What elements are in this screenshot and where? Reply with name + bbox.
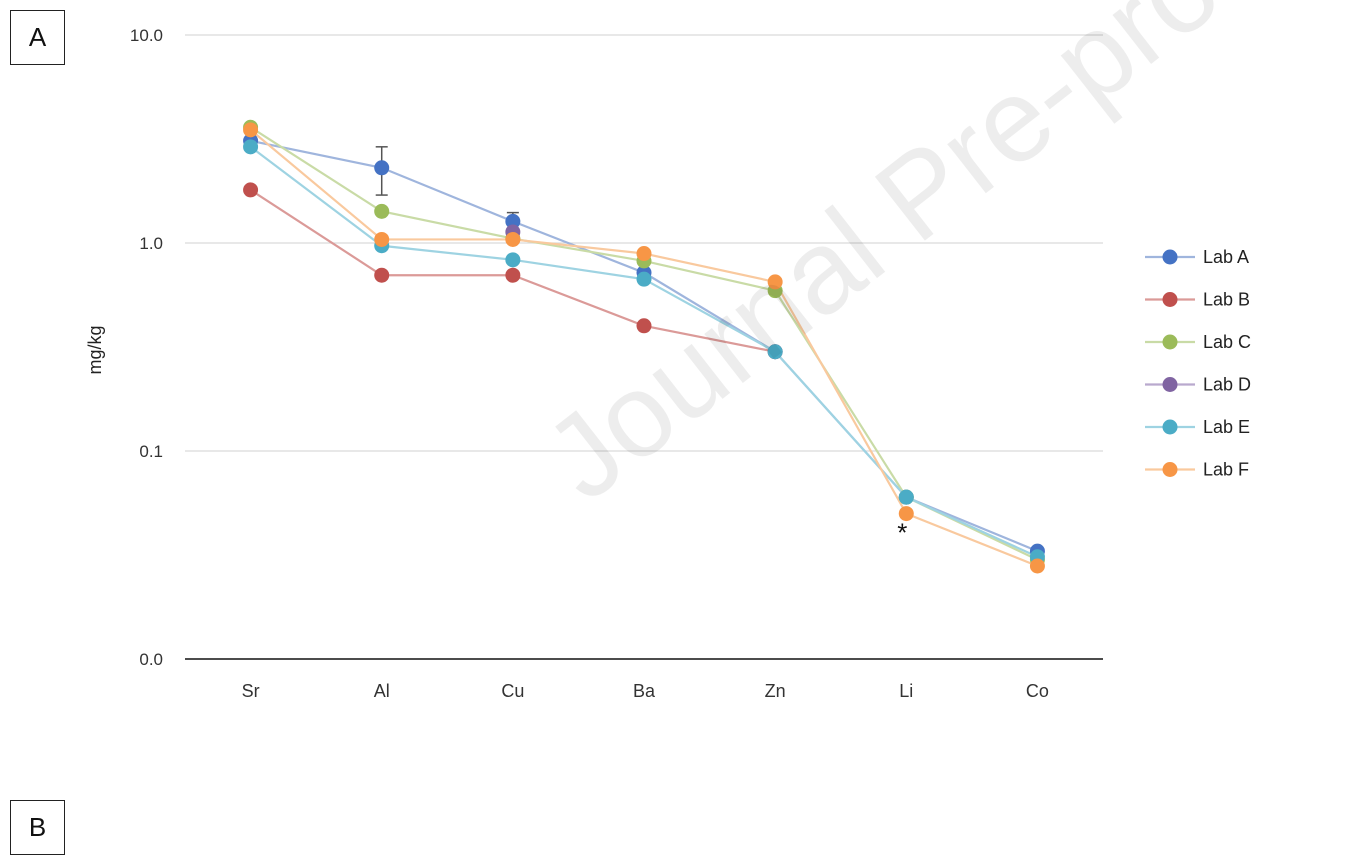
x-tick-label: Ba	[633, 681, 656, 701]
data-point	[505, 267, 521, 283]
data-point	[636, 318, 652, 334]
data-point	[767, 274, 783, 290]
legend-label: Lab D	[1203, 375, 1251, 395]
y-tick-label: 1.0	[139, 234, 163, 253]
x-axis: Sr Al Cu Ba Zn Li Co	[185, 658, 1103, 701]
legend-marker	[1162, 334, 1178, 350]
data-point	[243, 122, 259, 138]
data-point	[505, 213, 521, 229]
legend-marker	[1162, 249, 1178, 265]
legend-marker	[1162, 419, 1178, 435]
x-tick-label: Cu	[501, 681, 524, 701]
data-point	[243, 182, 259, 198]
data-point	[374, 203, 390, 219]
legend-marker	[1162, 292, 1178, 307]
data-point	[374, 231, 390, 247]
legend-marker	[1162, 462, 1178, 477]
annotation-asterisk: *	[897, 518, 907, 548]
x-tick-label: Co	[1026, 681, 1049, 701]
y-axis-ticks: 10.0 1.0 0.1 0.0	[130, 26, 163, 669]
y-axis-label: mg/kg	[85, 325, 105, 374]
x-tick-label: Sr	[242, 681, 260, 701]
data-point	[1029, 558, 1045, 574]
grid-lines	[185, 34, 1103, 452]
legend-label: Lab A	[1203, 247, 1249, 267]
panel-label-a: A	[10, 10, 65, 65]
data-point	[374, 267, 390, 283]
y-tick-label: 0.0	[139, 650, 163, 669]
data-point	[767, 344, 783, 360]
x-tick-label: Li	[899, 681, 913, 701]
y-tick-label: 10.0	[130, 26, 163, 45]
legend-label: Lab C	[1203, 332, 1251, 352]
legend-marker	[1162, 377, 1178, 392]
data-point	[636, 271, 652, 287]
data-point	[505, 231, 521, 247]
x-tick-label: Zn	[765, 681, 786, 701]
y-tick-label: 0.1	[139, 442, 163, 461]
legend-label: Lab E	[1203, 417, 1250, 437]
legend-label: Lab B	[1203, 290, 1250, 310]
data-point	[898, 506, 914, 522]
data-point	[243, 139, 259, 155]
error-bars	[375, 146, 519, 232]
x-tick-label: Al	[374, 681, 390, 701]
series-points	[243, 119, 1045, 574]
data-point	[898, 489, 914, 505]
data-point	[505, 252, 521, 268]
legend: Lab A Lab B Lab C Lab D Lab E Lab F	[1145, 247, 1251, 480]
panel-label-b: B	[10, 800, 65, 855]
legend-label: Lab F	[1203, 460, 1249, 480]
data-point	[636, 246, 652, 262]
data-point	[374, 160, 390, 176]
